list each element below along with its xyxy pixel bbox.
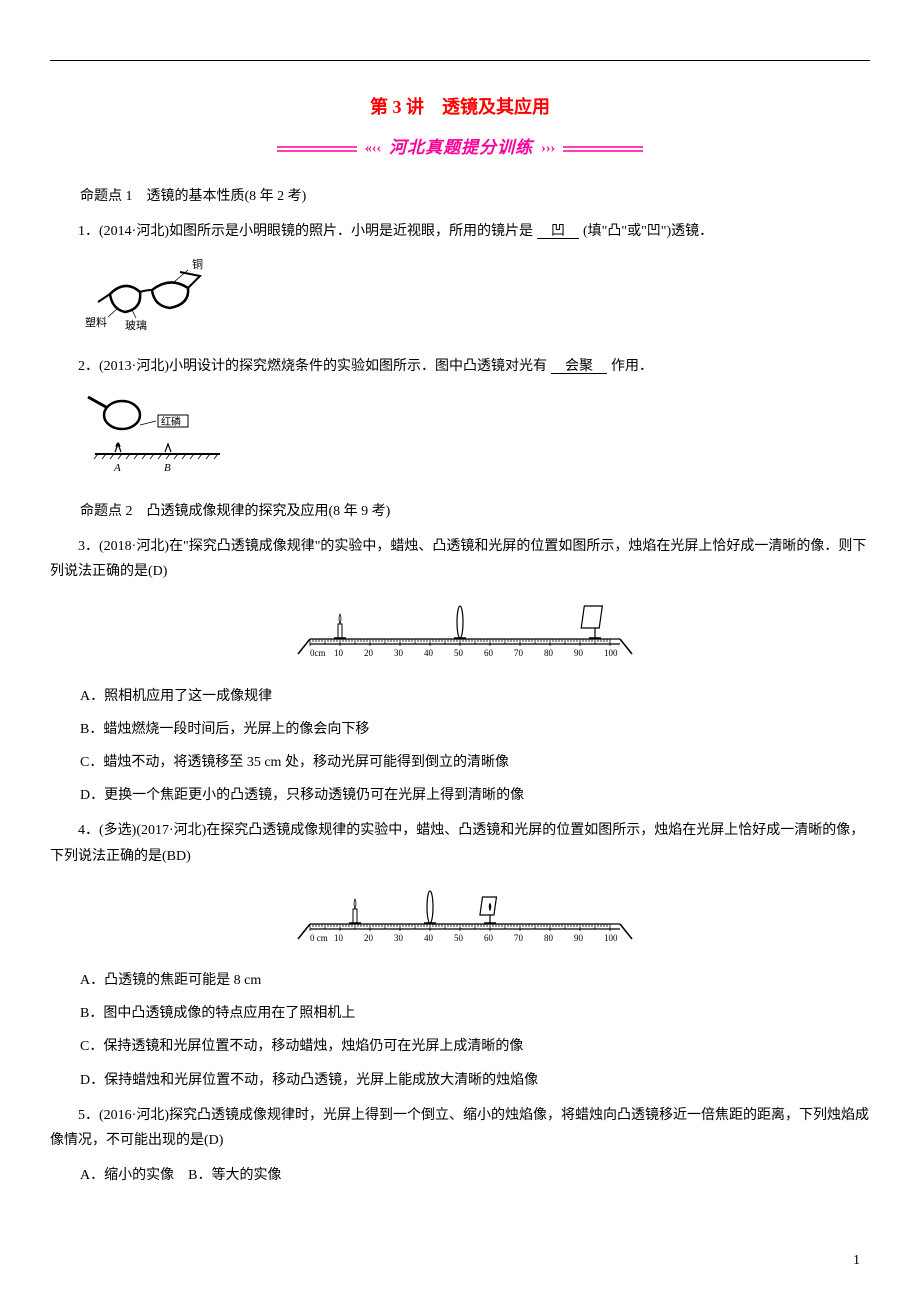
- scale-label: 0cm: [310, 648, 326, 658]
- svg-text:100: 100: [604, 933, 618, 943]
- svg-text:20: 20: [364, 933, 374, 943]
- q3-option-d: D．更换一个焦距更小的凸透镜，只移动透镜仍可在光屏上得到清晰的像: [80, 783, 870, 808]
- q1-answer: 凹: [533, 224, 583, 239]
- svg-text:30: 30: [394, 933, 404, 943]
- svg-text:90: 90: [574, 648, 584, 658]
- svg-text:60: 60: [484, 648, 494, 658]
- label-left: 塑料: [85, 315, 107, 329]
- optical-bench-icon: 0cm 10 20 30 40 50 60 70 80 90 100: [280, 594, 640, 664]
- q4-text: 4．(多选)(2017·河北)在探究凸透镜成像规律的实验中，蜡烛、凸透镜和光屏的…: [50, 818, 870, 868]
- q1-figure: 铜 塑料 玻璃: [80, 254, 870, 343]
- optical-bench-icon-2: 0 cm 10 20 30 40 50 60 70 80 90 100: [280, 879, 640, 949]
- page-container: 第 3 讲 透镜及其应用 «‹‹ 河北真题提分训练 ››› 命题点 1 透镜的基…: [0, 0, 920, 1303]
- banner-left-arrows: «‹‹: [365, 136, 381, 161]
- banner-text: 河北真题提分训练: [389, 133, 533, 164]
- q4-figure: 0 cm 10 20 30 40 50 60 70 80 90 100: [50, 879, 870, 958]
- topic2-heading: 命题点 2 凸透镜成像规律的探究及应用(8 年 9 考): [80, 499, 870, 524]
- banner-line-left-icon: [277, 143, 357, 155]
- q3-option-b: B．蜡烛燃烧一段时间后，光屏上的像会向下移: [80, 717, 870, 742]
- scale-label-4: 0 cm: [310, 933, 328, 943]
- svg-text:80: 80: [544, 933, 554, 943]
- q2-prefix: 2．(2013·河北)小明设计的探究燃烧条件的实验如图所示．图中凸透镜对光有: [78, 359, 547, 374]
- q3-option-a: A．照相机应用了这一成像规律: [80, 684, 870, 709]
- magnifier-icon: 红磷 A B: [80, 389, 240, 474]
- banner: «‹‹ 河北真题提分训练 ›››: [50, 133, 870, 164]
- q3-text: 3．(2018·河北)在"探究凸透镜成像规律"的实验中，蜡烛、凸透镜和光屏的位置…: [50, 534, 870, 584]
- svg-text:90: 90: [574, 933, 584, 943]
- q4-option-a: A．凸透镜的焦距可能是 8 cm: [80, 968, 870, 993]
- svg-text:70: 70: [514, 933, 524, 943]
- header-rule: [50, 60, 870, 61]
- q1-prefix: 1．(2014·河北)如图所示是小明眼镜的照片．小明是近视眼，所用的镜片是: [78, 224, 533, 239]
- q4-option-b: B．图中凸透镜成像的特点应用在了照相机上: [80, 1001, 870, 1026]
- axis-a: A: [113, 462, 121, 474]
- label-bottom: 玻璃: [125, 318, 147, 332]
- q1-suffix: (填"凸"或"凹")透镜．: [583, 224, 713, 239]
- page-number: 1: [853, 1248, 860, 1273]
- q2-text: 2．(2013·河北)小明设计的探究燃烧条件的实验如图所示．图中凸透镜对光有 会…: [50, 354, 870, 379]
- q1-text: 1．(2014·河北)如图所示是小明眼镜的照片．小明是近视眼，所用的镜片是 凹 …: [50, 219, 870, 244]
- label-top: 铜: [192, 257, 203, 271]
- q3-figure: 0cm 10 20 30 40 50 60 70 80 90 100: [50, 594, 870, 673]
- banner-right-arrows: ›››: [541, 136, 555, 161]
- topic1-heading: 命题点 1 透镜的基本性质(8 年 2 考): [80, 184, 870, 209]
- svg-text:40: 40: [424, 933, 434, 943]
- q5-text: 5．(2016·河北)探究凸透镜成像规律时，光屏上得到一个倒立、缩小的烛焰像，将…: [50, 1103, 870, 1153]
- q2-figure: 红磷 A B: [80, 389, 870, 483]
- svg-text:10: 10: [334, 933, 344, 943]
- svg-text:70: 70: [514, 648, 524, 658]
- q2-suffix: 作用．: [611, 359, 653, 374]
- glasses-icon: 铜 塑料 玻璃: [80, 254, 230, 334]
- q4-option-c: C．保持透镜和光屏位置不动，移动蜡烛，烛焰仍可在光屏上成清晰的像: [80, 1034, 870, 1059]
- svg-text:50: 50: [454, 933, 464, 943]
- svg-text:30: 30: [394, 648, 404, 658]
- q3-option-c: C．蜡烛不动，将透镜移至 35 cm 处，移动光屏可能得到倒立的清晰像: [80, 750, 870, 775]
- svg-text:100: 100: [604, 648, 618, 658]
- banner-line-right-icon: [563, 143, 643, 155]
- q2-answer: 会聚: [547, 359, 611, 374]
- svg-text:40: 40: [424, 648, 434, 658]
- svg-text:10: 10: [334, 648, 344, 658]
- q4-option-d: D．保持蜡烛和光屏位置不动，移动凸透镜，光屏上能成放大清晰的烛焰像: [80, 1068, 870, 1093]
- svg-text:50: 50: [454, 648, 464, 658]
- lens-label: 红磷: [161, 415, 181, 428]
- q5-options: A．缩小的实像 B．等大的实像: [80, 1163, 870, 1188]
- axis-b: B: [164, 462, 171, 474]
- svg-text:20: 20: [364, 648, 374, 658]
- svg-text:60: 60: [484, 933, 494, 943]
- lesson-title: 第 3 讲 透镜及其应用: [50, 91, 870, 123]
- svg-text:80: 80: [544, 648, 554, 658]
